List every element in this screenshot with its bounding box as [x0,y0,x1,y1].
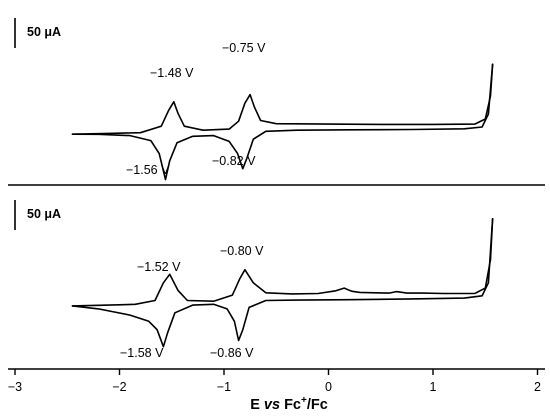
bottom-peak-label-cathodic-1: −1.58 V [120,346,164,360]
bottom-panel: 50 μA −1.52 V −0.80 V −1.58 V −0.86 V [14,200,494,360]
x-tick-label: 2 [534,380,541,394]
x-axis-title-vs: vs [264,397,280,413]
top-cv-sweep-reverse [71,63,494,135]
x-axis-title-fc: Fc [280,397,301,413]
bottom-cv-curves [71,218,494,348]
top-peak-label-anodic-2: −0.75 V [222,41,266,55]
bottom-peak-label-anodic-2: −0.80 V [220,244,264,258]
x-axis-title-tail: /Fc [307,397,328,413]
x-tick-label: −1 [217,380,231,394]
bottom-scale-bar-label: 50 μA [27,207,61,221]
bottom-peak-label-anodic-1: −1.52 V [137,260,181,274]
top-peak-label-anodic-1: −1.48 V [150,66,194,80]
bottom-cv-sweep-reverse [71,218,494,307]
x-axis: −3 −2 −1 0 1 2 E vs Fc+/Fc [8,368,545,413]
top-peak-label-cathodic-1: −1.56 V [126,163,170,177]
top-cv-sweep-forward [71,63,494,181]
bottom-cv-sweep-forward [71,218,494,348]
top-scale-bar-label: 50 μA [27,25,61,39]
x-tick-label: 1 [430,380,437,394]
x-axis-ticks: −3 −2 −1 0 1 2 [8,369,541,394]
top-peak-label-cathodic-2: −0.82 V [212,154,256,168]
top-cv-curves [71,63,494,181]
x-tick-label: −3 [8,380,22,394]
x-axis-title-e: E [250,397,264,413]
top-panel: 50 μA −1.48 V −0.75 V −1.56 V −0.82 V [14,18,494,181]
x-axis-title: E vs Fc+/Fc [250,395,328,413]
bottom-peak-label-cathodic-2: −0.86 V [210,346,254,360]
x-tick-label: −2 [112,380,126,394]
x-axis-title-sup: + [301,395,307,406]
x-tick-label: 0 [325,380,332,394]
